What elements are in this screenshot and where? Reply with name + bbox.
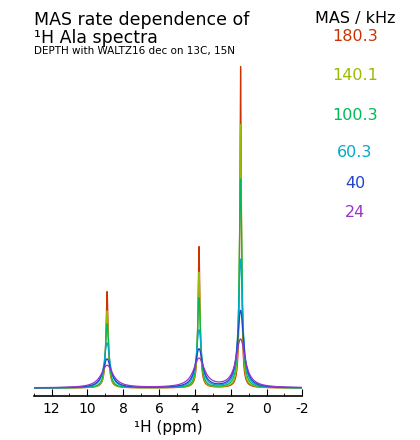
Text: MAS rate dependence of: MAS rate dependence of [34,11,249,29]
Text: 100.3: 100.3 [332,108,378,123]
Text: 180.3: 180.3 [332,29,378,44]
Text: 140.1: 140.1 [332,68,378,83]
Text: DEPTH with WALTZ16 dec on 13C, 15N: DEPTH with WALTZ16 dec on 13C, 15N [34,46,235,56]
Text: 40: 40 [345,176,365,191]
Text: MAS / kHz: MAS / kHz [315,11,395,26]
Text: ¹H Ala spectra: ¹H Ala spectra [34,29,158,47]
X-axis label: ¹H (ppm): ¹H (ppm) [134,420,202,435]
Text: 24: 24 [345,205,365,220]
Text: 60.3: 60.3 [337,145,373,160]
